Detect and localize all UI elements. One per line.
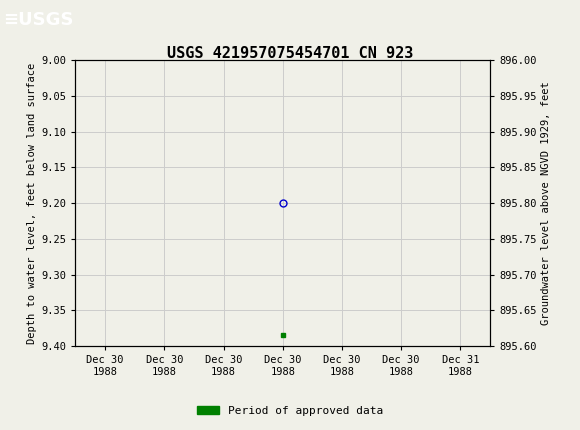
Legend: Period of approved data: Period of approved data bbox=[193, 401, 387, 420]
Text: USGS 421957075454701 CN 923: USGS 421957075454701 CN 923 bbox=[167, 46, 413, 61]
Text: ≡USGS: ≡USGS bbox=[3, 11, 74, 29]
Y-axis label: Depth to water level, feet below land surface: Depth to water level, feet below land su… bbox=[27, 62, 37, 344]
Y-axis label: Groundwater level above NGVD 1929, feet: Groundwater level above NGVD 1929, feet bbox=[541, 81, 551, 325]
